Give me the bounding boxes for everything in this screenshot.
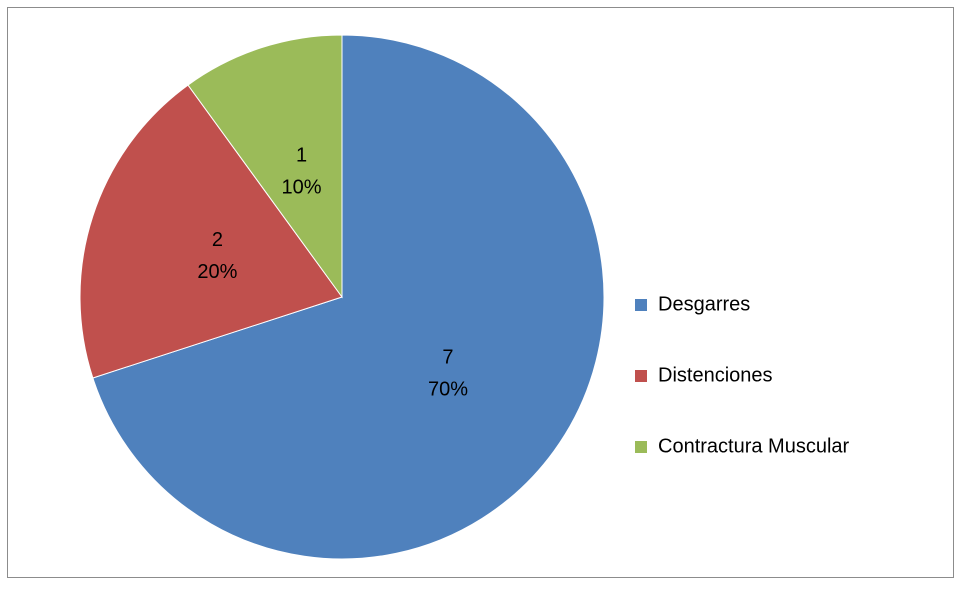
pie-slice	[92, 34, 605, 560]
legend-label: Contractura Muscular	[658, 435, 850, 457]
slice-percentage-label: 20%	[197, 261, 237, 283]
legend-swatch	[635, 299, 647, 311]
legend-label: Desgarres	[658, 293, 750, 315]
slice-value-label: 2	[212, 229, 223, 251]
slice-percentage-label: 10%	[282, 177, 322, 199]
legend-label: Distenciones	[658, 364, 773, 386]
slice-value-label: 7	[442, 346, 453, 368]
pie-slice	[79, 84, 343, 379]
slice-value-label: 1	[296, 145, 307, 167]
legend-swatch	[635, 441, 647, 453]
pie-slice	[187, 34, 343, 299]
legend-swatch	[635, 370, 647, 382]
slice-percentage-label: 70%	[428, 378, 468, 400]
